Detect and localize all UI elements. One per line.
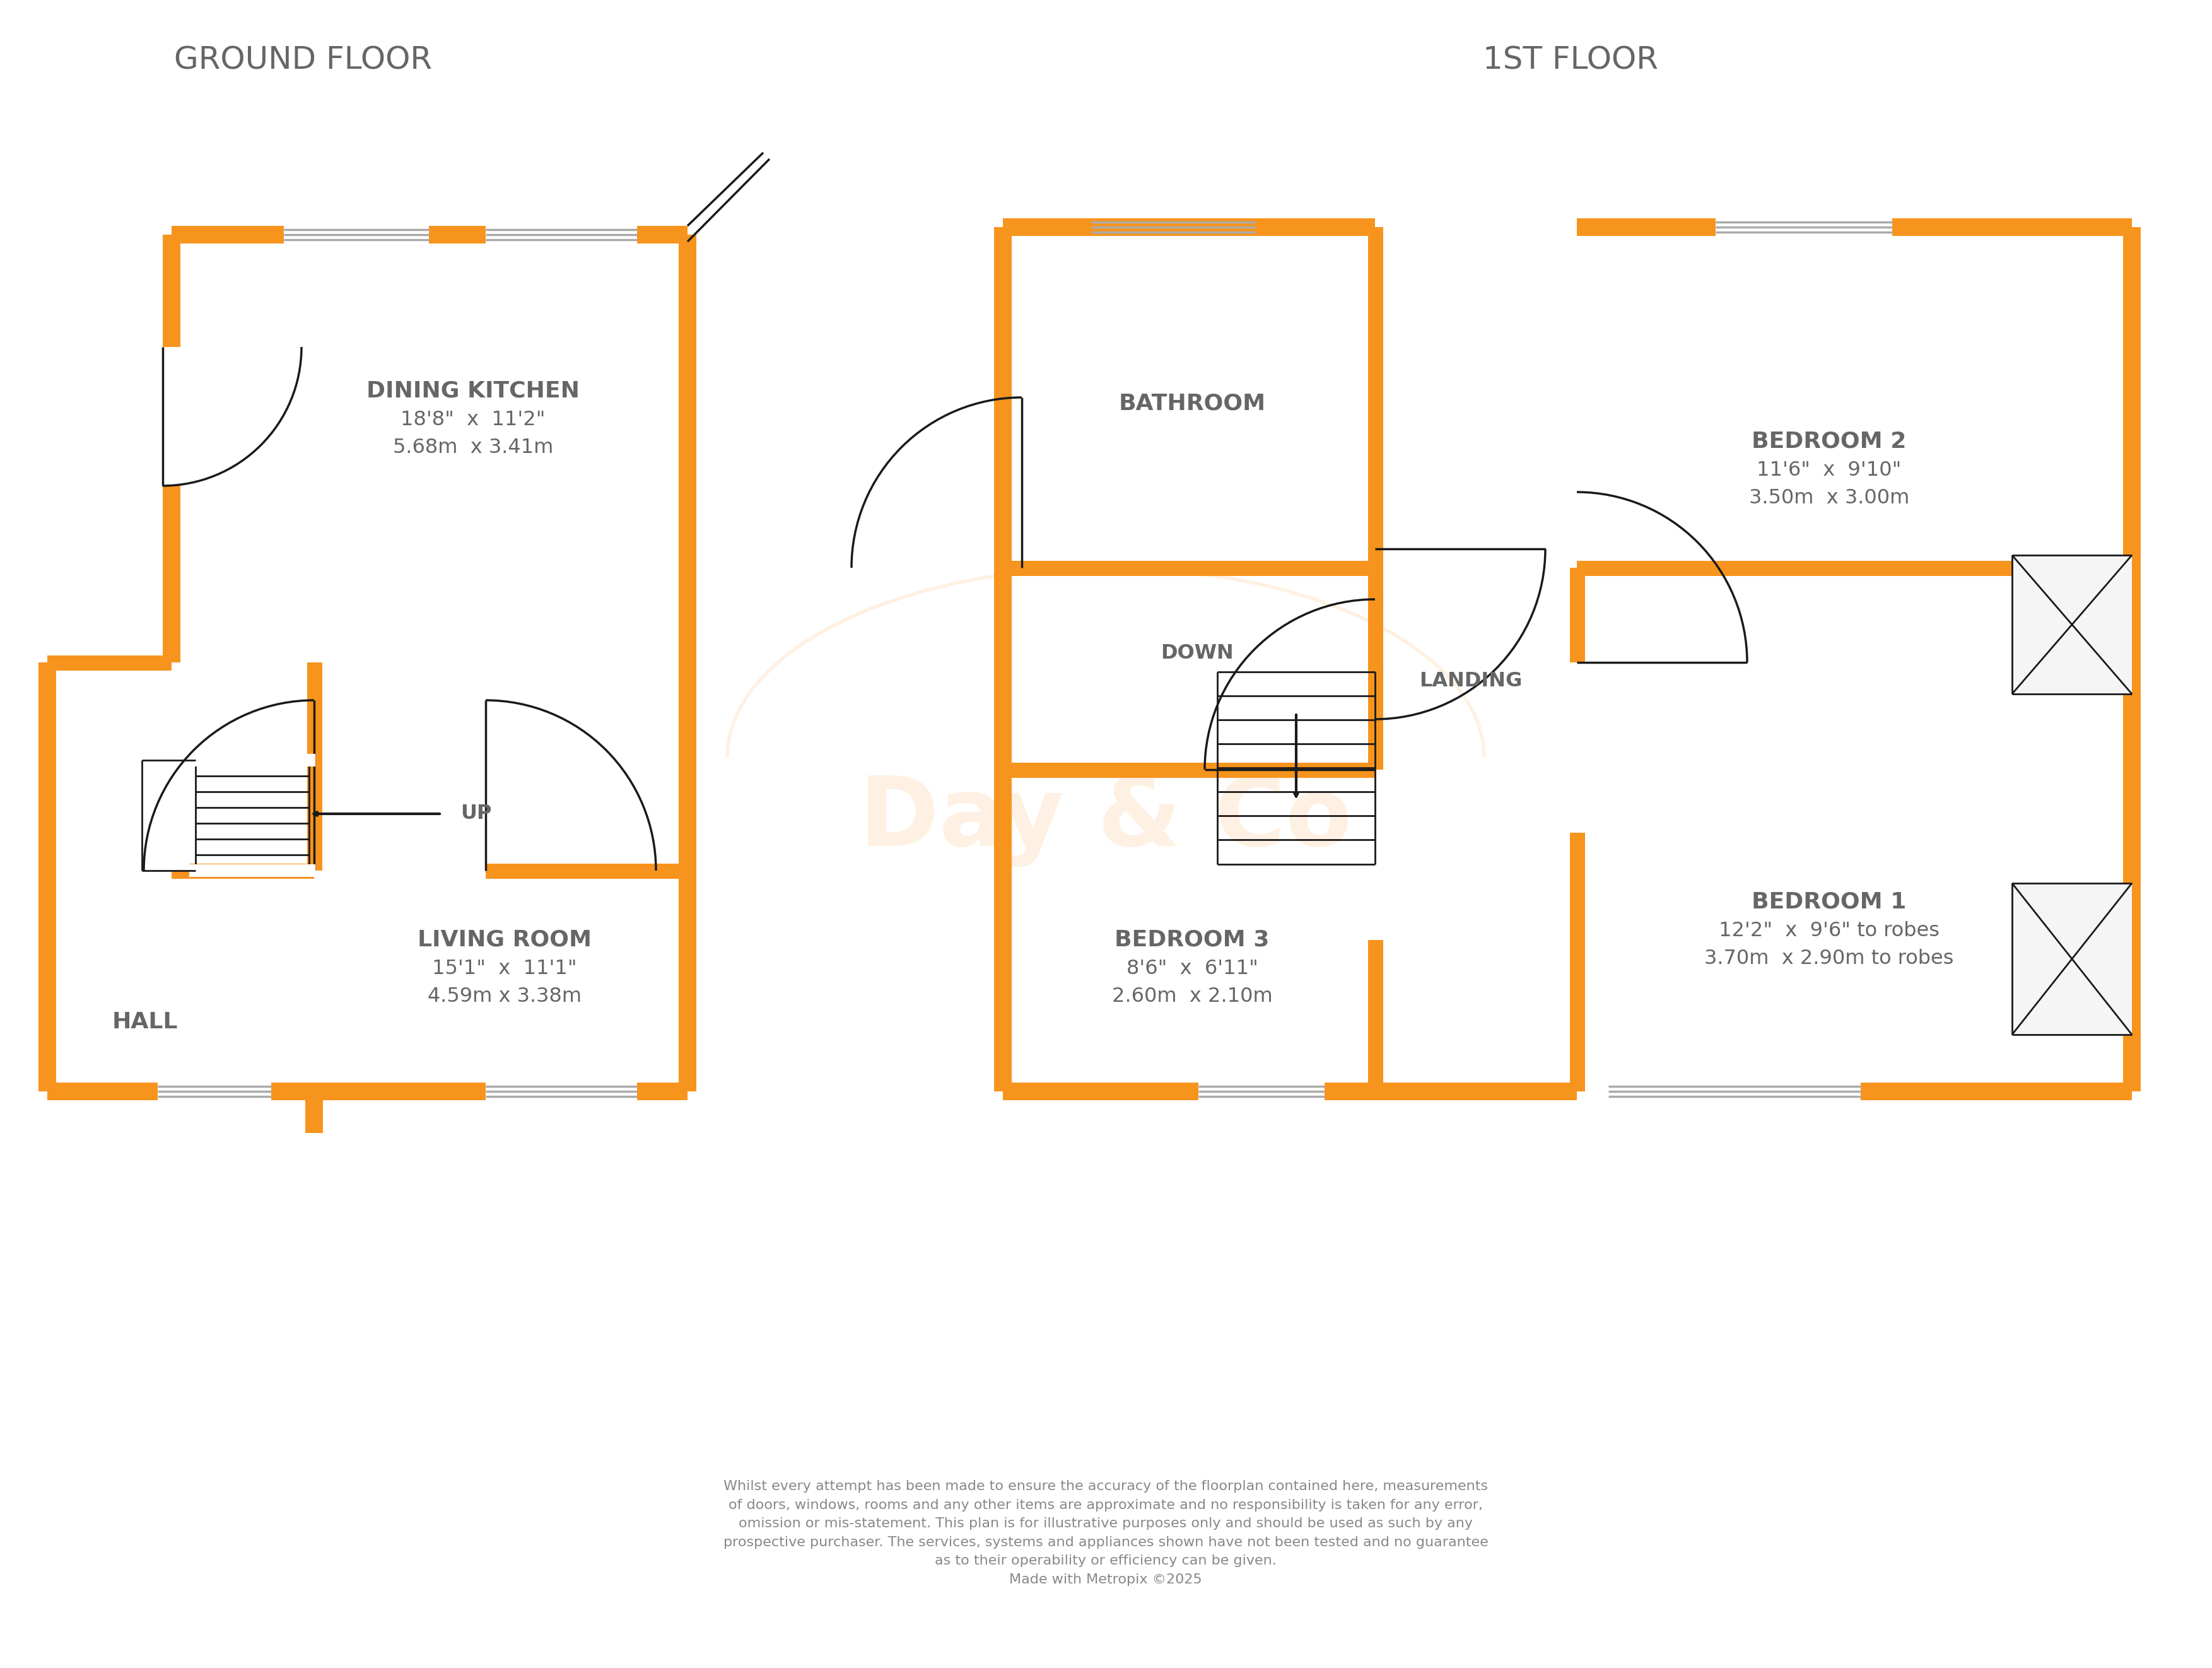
Bar: [173, 225, 283, 244]
Text: LIVING ROOM: LIVING ROOM: [418, 929, 591, 951]
Bar: [637, 225, 688, 244]
Bar: [1376, 1083, 1577, 1101]
Bar: [1891, 219, 2132, 235]
Bar: [1367, 227, 1382, 567]
Bar: [272, 1083, 314, 1101]
Text: 5.68m  x 3.41m: 5.68m x 3.41m: [394, 439, 553, 457]
Bar: [38, 662, 55, 1091]
Bar: [2124, 227, 2141, 1091]
Text: BEDROOM 3: BEDROOM 3: [1115, 929, 1270, 951]
Bar: [190, 754, 316, 767]
Text: BEDROOM 1: BEDROOM 1: [1752, 891, 1907, 912]
Bar: [46, 656, 173, 671]
Text: 18'8"  x  11'2": 18'8" x 11'2": [400, 410, 546, 429]
Bar: [1002, 560, 1376, 575]
Text: 2.60m  x 2.10m: 2.60m x 2.10m: [1113, 987, 1272, 1006]
Bar: [679, 235, 697, 1091]
Bar: [173, 864, 314, 879]
Bar: [1577, 560, 2132, 575]
Text: 3.50m  x 3.00m: 3.50m x 3.00m: [1750, 489, 1909, 509]
Bar: [487, 864, 688, 879]
Bar: [142, 761, 190, 871]
Bar: [1367, 941, 1382, 1091]
Bar: [2013, 884, 2132, 1034]
Bar: [164, 235, 181, 347]
Bar: [46, 1083, 157, 1101]
Bar: [1254, 219, 1376, 235]
Text: Whilst every attempt has been made to ensure the accuracy of the floorplan conta: Whilst every attempt has been made to en…: [723, 1480, 1489, 1586]
Bar: [1860, 1083, 2132, 1101]
Bar: [2013, 555, 2132, 694]
Bar: [637, 1083, 688, 1101]
Bar: [164, 485, 181, 662]
Bar: [307, 662, 323, 871]
Bar: [1571, 567, 1586, 662]
Text: BEDROOM 2: BEDROOM 2: [1752, 430, 1907, 452]
Text: 3.70m  x 2.90m to robes: 3.70m x 2.90m to robes: [1705, 949, 1953, 969]
Bar: [1367, 567, 1382, 769]
Text: UP: UP: [460, 804, 491, 824]
Text: HALL: HALL: [113, 1011, 177, 1032]
Text: DOWN: DOWN: [1161, 644, 1234, 662]
Text: 8'6"  x  6'11": 8'6" x 6'11": [1126, 959, 1259, 977]
Bar: [190, 864, 316, 877]
Text: 15'1"  x  11'1": 15'1" x 11'1": [431, 959, 577, 977]
Text: LANDING: LANDING: [1420, 672, 1522, 691]
Bar: [1325, 1083, 1376, 1101]
Bar: [1002, 762, 1376, 777]
Bar: [429, 225, 487, 244]
Bar: [314, 1083, 487, 1101]
Text: GROUND FLOOR: GROUND FLOOR: [175, 45, 431, 75]
Bar: [305, 1083, 323, 1133]
Bar: [1577, 219, 1717, 235]
Text: DINING KITCHEN: DINING KITCHEN: [367, 380, 580, 402]
Bar: [993, 227, 1011, 1091]
Text: 1ST FLOOR: 1ST FLOOR: [1482, 45, 1659, 75]
Text: 11'6"  x  9'10": 11'6" x 9'10": [1756, 460, 1902, 480]
Bar: [1002, 1083, 1199, 1101]
Text: Day & Co: Day & Co: [858, 774, 1352, 867]
Bar: [1002, 219, 1376, 235]
Text: 4.59m x 3.38m: 4.59m x 3.38m: [427, 987, 582, 1006]
Bar: [1002, 219, 1091, 235]
Bar: [1571, 832, 1586, 1091]
Text: 12'2"  x  9'6" to robes: 12'2" x 9'6" to robes: [1719, 921, 1940, 941]
Text: BATHROOM: BATHROOM: [1119, 394, 1265, 414]
